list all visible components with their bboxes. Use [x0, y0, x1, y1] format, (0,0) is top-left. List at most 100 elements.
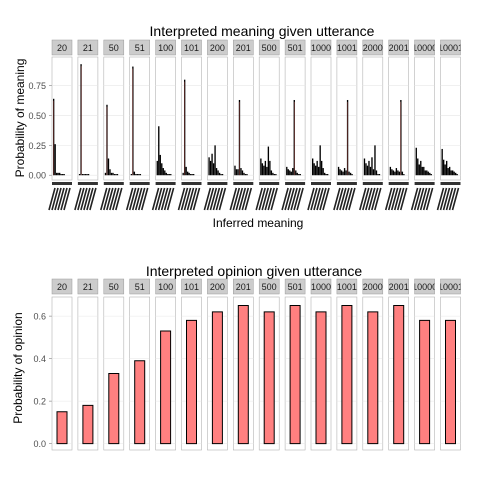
x-tick-label-mark	[209, 187, 218, 211]
facet-strip	[207, 39, 228, 56]
y-tick-label: 0.0	[33, 439, 46, 449]
x-tick-label-mark	[63, 187, 71, 211]
x-tick-label-mark	[48, 187, 56, 211]
facet-strip-label: 10000	[412, 282, 437, 292]
meaning-bar	[456, 174, 458, 176]
meaning-bar	[112, 172, 114, 176]
meaning-bar	[272, 172, 274, 176]
x-tick-label-mark	[368, 187, 376, 211]
meaning-bar	[319, 145, 321, 176]
facet-strip-label: 10001	[438, 43, 463, 53]
meaning-bar	[113, 174, 116, 176]
meaning-bar	[429, 172, 431, 176]
x-tick-strip	[129, 182, 150, 185]
x-tick-label-mark	[396, 187, 405, 211]
facet-strip	[440, 39, 461, 56]
x-tick-label-mark	[166, 187, 175, 211]
meaning-bar	[375, 170, 378, 176]
facet-2000: 2000	[362, 278, 384, 451]
x-tick-label-mark	[261, 187, 269, 211]
facet-strip	[336, 278, 358, 295]
x-tick-label-mark	[267, 187, 275, 211]
meaning-bar	[417, 158, 419, 176]
facet-strip-label: 2000	[363, 43, 383, 53]
meaning-bar	[270, 170, 273, 176]
meaning-bar	[130, 174, 133, 176]
opinion-bar	[211, 311, 223, 445]
x-tick-label-mark	[255, 187, 263, 211]
meaning-bar	[187, 171, 189, 176]
meaning-bar	[443, 159, 445, 176]
facet-strip-label: 51	[135, 43, 145, 53]
facet-panel	[103, 56, 125, 181]
meaning-bar	[237, 169, 239, 176]
facet-strip-label: 1001	[337, 282, 357, 292]
facet-strip	[388, 278, 409, 295]
meaning-bar	[84, 174, 87, 176]
meaning-bar	[395, 168, 398, 176]
x-tick-label-mark	[425, 187, 434, 211]
facet-strip	[258, 278, 280, 295]
facet-strip-label: 501	[288, 282, 303, 292]
meaning-bar	[234, 165, 236, 176]
facet-10000: 10000	[410, 39, 435, 211]
x-tick-label-mark	[83, 187, 91, 211]
facet-strip	[77, 278, 99, 295]
meaning-bar	[86, 174, 88, 176]
facet-500: 500	[255, 39, 280, 211]
meaning-bar	[162, 168, 164, 176]
meaning-bar	[455, 172, 457, 176]
x-tick-strip	[52, 182, 72, 185]
meaning-bar	[182, 172, 184, 176]
meaning-bar	[261, 163, 264, 176]
opinion-bar	[263, 311, 275, 445]
facet-2001: 2001	[388, 278, 410, 451]
meaning-bar	[327, 174, 329, 176]
facet-strip	[414, 278, 435, 295]
meaning-bar	[316, 160, 318, 176]
x-tick-label-mark	[128, 187, 137, 211]
x-tick-label-mark	[203, 187, 212, 211]
facet-strip	[336, 39, 358, 56]
x-tick-label-mark	[287, 187, 295, 211]
x-tick-label-mark	[322, 187, 330, 211]
meaning-bar	[351, 174, 353, 176]
meaning-bar	[136, 174, 139, 176]
y-tick-label: 0.25	[28, 141, 46, 151]
meaning-bar	[337, 166, 340, 176]
meaning-bar	[159, 154, 161, 176]
x-tick-label-mark	[362, 187, 370, 211]
x-tick-strip	[311, 182, 331, 185]
facet-strip	[103, 39, 125, 56]
x-tick-label-mark	[365, 187, 373, 211]
facet-panel	[181, 56, 202, 181]
opinion-bar	[341, 305, 353, 445]
facet-strip-label: 2001	[389, 282, 409, 292]
x-tick-strip	[336, 182, 357, 185]
facet-panel	[440, 56, 461, 181]
facet-strip-label: 51	[135, 282, 145, 292]
facet-strip	[181, 39, 202, 56]
x-tick-label-mark	[212, 187, 221, 211]
x-tick-label-mark	[399, 187, 408, 211]
meaning-bar	[170, 174, 172, 176]
opinion-bar	[134, 360, 146, 445]
facet-20: 20	[48, 39, 73, 211]
meaning-bar	[447, 168, 449, 176]
meaning-bar	[133, 171, 136, 176]
x-tick-label-mark	[416, 187, 425, 211]
meaning-bar	[339, 169, 341, 176]
x-tick-label-mark	[229, 187, 238, 211]
meaning-bar	[139, 174, 142, 176]
meaning-bar	[211, 153, 213, 176]
facet-panel	[284, 56, 306, 181]
meaning-bar	[54, 144, 56, 176]
meaning-bar	[321, 160, 323, 176]
meaning-bar	[275, 174, 277, 176]
x-tick-label-mark	[57, 187, 65, 211]
x-tick-label-mark	[296, 187, 304, 211]
x-tick-label-mark	[387, 187, 396, 211]
x-tick-strip	[155, 182, 176, 185]
meaning-bar	[342, 171, 344, 176]
meaning-bar	[60, 174, 62, 176]
